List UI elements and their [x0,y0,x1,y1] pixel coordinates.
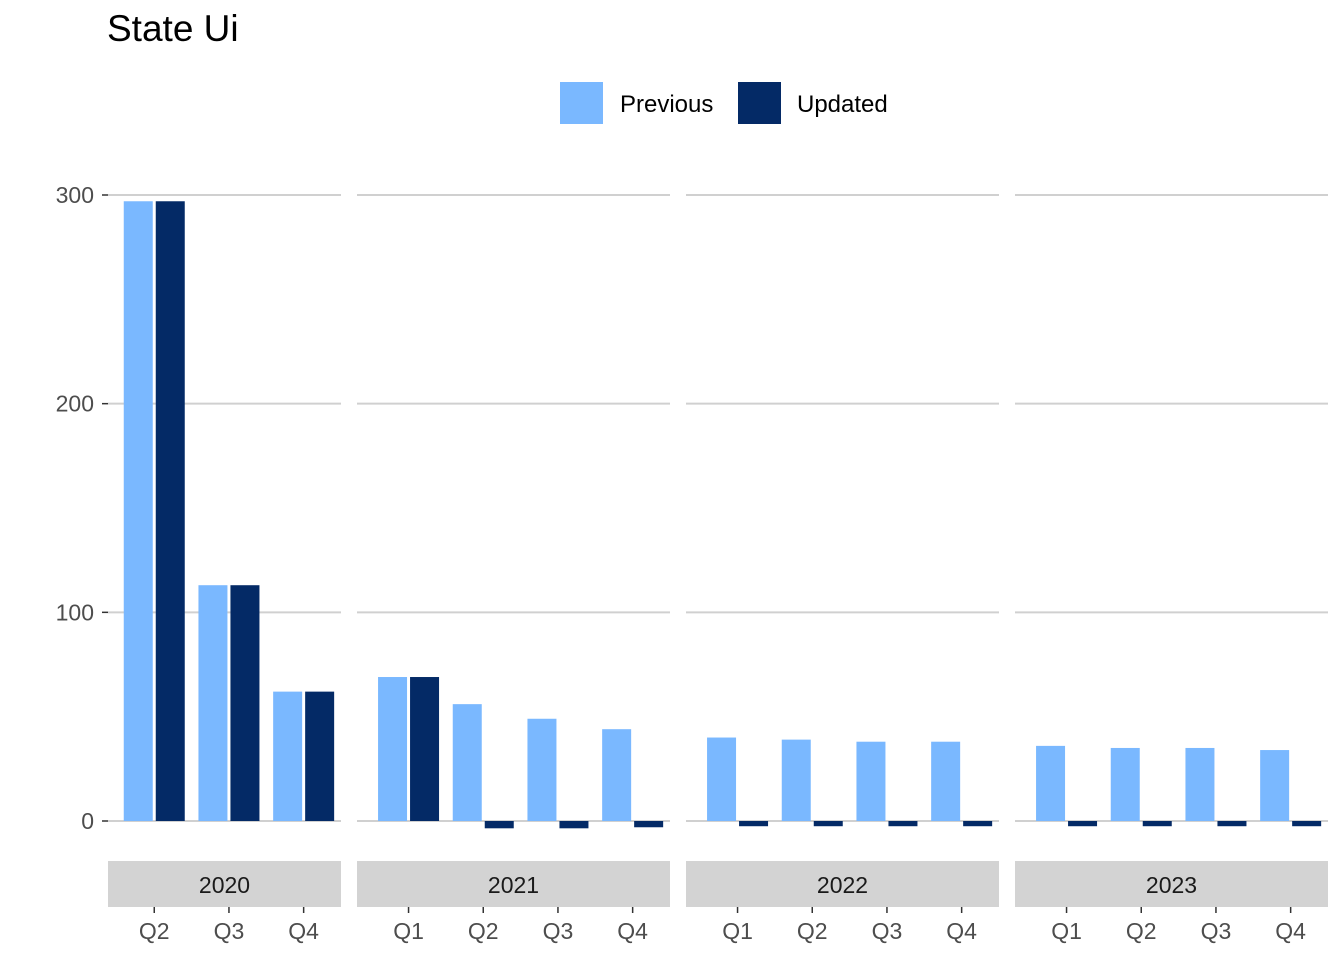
bar-updated-2022-Q3 [888,821,918,827]
bar-previous-2021-Q4 [602,729,632,821]
bar-updated-2023-Q4 [1292,821,1322,827]
y-tick-label: 200 [56,391,94,417]
x-tick-label: Q3 [214,918,245,944]
legend-previous-swatch [560,82,603,124]
bar-updated-2020-Q3 [230,585,260,821]
panel-2020: Q2 Q3 Q4 2020 [108,194,341,944]
chart-title: State Ui [107,8,239,49]
x-tick-label: Q2 [797,918,828,944]
facet-strip-label: 2023 [1146,872,1197,898]
facet-strip-2020 [108,861,341,907]
panel-2023: Q1 Q2 Q3 Q4 2023 [1015,194,1328,944]
legend: Previous Updated [560,82,888,124]
bar-previous-2022-Q2 [781,739,811,821]
x-tick-label: Q1 [393,918,424,944]
facet-strip-2022 [686,861,999,907]
x-tick-label: Q2 [1126,918,1157,944]
bar-updated-2020-Q4 [305,691,335,821]
legend-updated: Updated [738,82,888,124]
bar-updated-2022-Q4 [963,821,993,827]
x-tick-label: Q1 [722,918,753,944]
bar-previous-2023-Q4 [1260,750,1290,821]
x-tick-label: Q2 [468,918,499,944]
bar-previous-2021-Q1 [378,677,408,821]
bar-updated-2022-Q2 [813,821,843,827]
bar-previous-2020-Q2 [123,201,153,821]
x-tick-label: Q4 [617,918,648,944]
bar-updated-2023-Q3 [1217,821,1247,827]
legend-updated-swatch [738,82,781,124]
facet-strip-label: 2021 [488,872,539,898]
facet-strip-2023 [1015,861,1328,907]
bar-previous-2023-Q1 [1036,745,1066,821]
facet-strip-label: 2020 [199,872,250,898]
bar-previous-2022-Q4 [931,741,961,821]
bar-previous-2020-Q4 [273,691,303,821]
x-tick-label: Q1 [1051,918,1082,944]
bar-updated-2022-Q1 [739,821,769,827]
y-tick-label: 300 [56,182,94,208]
bar-previous-2021-Q2 [452,704,482,821]
x-tick-label: Q3 [543,918,574,944]
bar-previous-2021-Q3 [527,718,557,821]
bar-updated-2020-Q2 [155,201,185,821]
bar-updated-2023-Q1 [1068,821,1098,827]
facet-panels: Q2 Q3 Q4 2020 Q1 Q2 Q3 Q4 2021 Q1 Q2 Q3 Q4 2022 Q1 Q2 Q3… [108,194,1328,944]
y-tick-label: 0 [81,808,94,834]
bar-updated-2021-Q2 [484,821,514,829]
x-tick-label: Q4 [288,918,319,944]
facet-strip-label: 2022 [817,872,868,898]
x-tick-label: Q3 [1201,918,1232,944]
bar-previous-2022-Q3 [856,741,886,821]
y-tick-label: 100 [56,599,94,625]
y-axis: 0 100 200 300 [56,182,108,834]
facet-strip-2021 [357,861,670,907]
legend-updated-label: Updated [797,91,888,118]
x-tick-label: Q4 [1275,918,1306,944]
bar-updated-2021-Q3 [559,821,589,829]
legend-previous: Previous [560,82,713,124]
x-tick-label: Q4 [946,918,977,944]
bar-previous-2023-Q3 [1185,747,1215,821]
bar-updated-2021-Q4 [634,821,664,828]
legend-previous-label: Previous [620,91,713,118]
bar-updated-2023-Q2 [1142,821,1172,827]
panel-2022: Q1 Q2 Q3 Q4 2022 [686,194,999,944]
bar-updated-2021-Q1 [410,677,440,821]
x-tick-label: Q3 [872,918,903,944]
x-tick-label: Q2 [139,918,170,944]
bar-previous-2023-Q2 [1110,747,1140,821]
panel-2021: Q1 Q2 Q3 Q4 2021 [357,194,670,944]
bar-previous-2020-Q3 [198,585,228,821]
bar-previous-2022-Q1 [707,737,737,821]
